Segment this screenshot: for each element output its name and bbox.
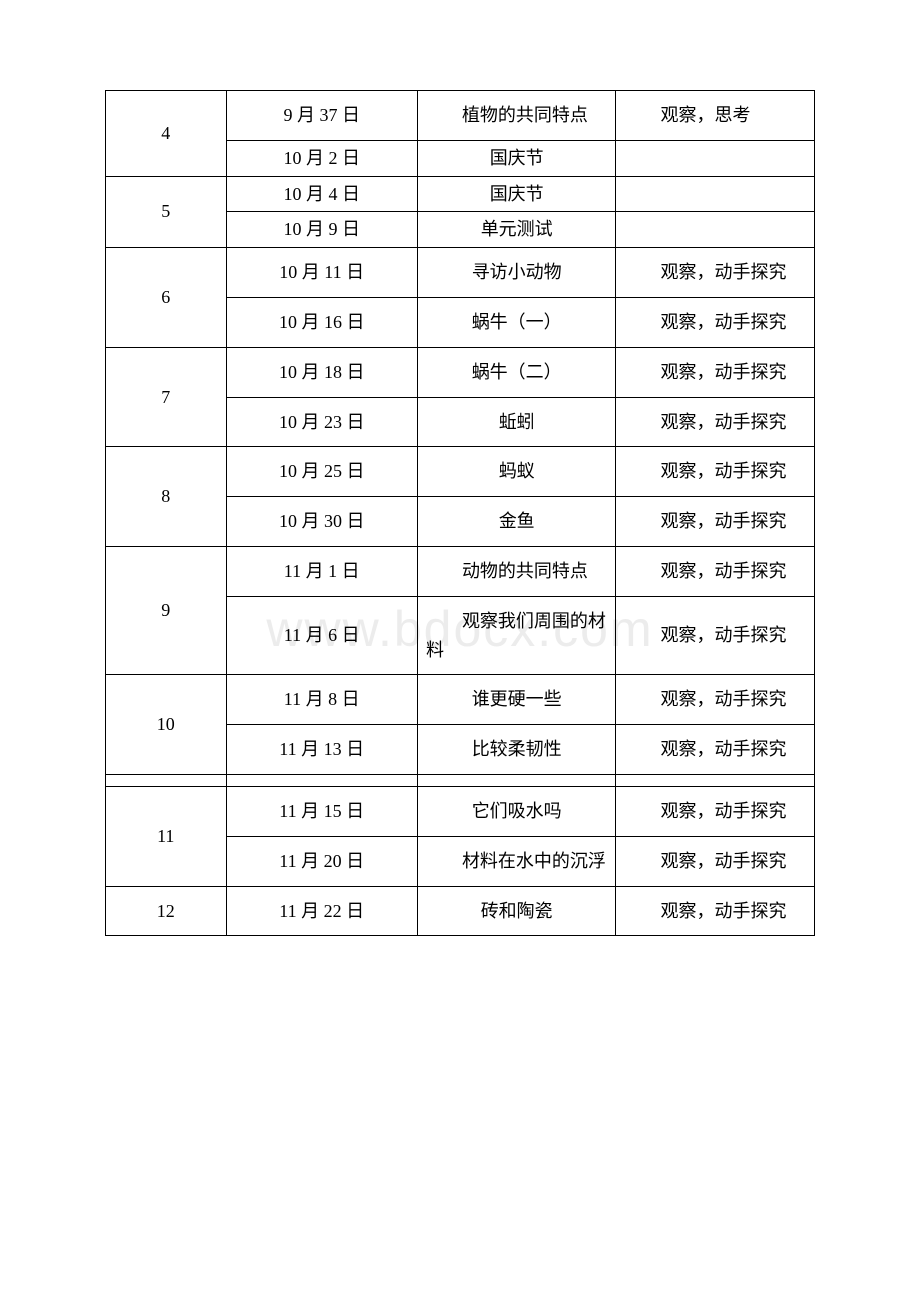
date-cell: 10 月 11 日 bbox=[226, 248, 417, 298]
method-cell: 观察，动手探究 bbox=[616, 248, 815, 298]
topic-cell: 蜗牛（二） bbox=[417, 347, 616, 397]
topic-cell: 它们吸水吗 bbox=[417, 786, 616, 836]
topic-cell: 比较柔韧性 bbox=[417, 725, 616, 775]
date-cell: 11 月 15 日 bbox=[226, 786, 417, 836]
table-row bbox=[106, 774, 815, 786]
week-cell: 4 bbox=[106, 91, 227, 177]
topic-cell: 蚯蚓 bbox=[417, 397, 616, 447]
method-cell bbox=[616, 176, 815, 212]
week-cell: 12 bbox=[106, 886, 227, 936]
method-cell: 观察，动手探究 bbox=[616, 297, 815, 347]
date-cell: 10 月 18 日 bbox=[226, 347, 417, 397]
table-row: 510 月 4 日国庆节 bbox=[106, 176, 815, 212]
topic-cell: 蜗牛（一） bbox=[417, 297, 616, 347]
date-cell: 11 月 20 日 bbox=[226, 836, 417, 886]
week-cell: 6 bbox=[106, 248, 227, 348]
week-cell: 9 bbox=[106, 546, 227, 674]
method-cell: 观察，动手探究 bbox=[616, 836, 815, 886]
table-row: 911 月 1 日动物的共同特点观察，动手探究 bbox=[106, 546, 815, 596]
date-cell: 10 月 9 日 bbox=[226, 212, 417, 248]
method-cell: 观察，动手探究 bbox=[616, 675, 815, 725]
topic-cell: 蚂蚁 bbox=[417, 447, 616, 497]
table-row: 710 月 18 日蜗牛（二）观察，动手探究 bbox=[106, 347, 815, 397]
schedule-table-body: 49 月 37 日植物的共同特点观察，思考10 月 2 日国庆节510 月 4 … bbox=[106, 91, 815, 936]
week-cell: 11 bbox=[106, 786, 227, 886]
topic-cell: 金鱼 bbox=[417, 497, 616, 547]
method-cell: 观察，动手探究 bbox=[616, 546, 815, 596]
schedule-table: 49 月 37 日植物的共同特点观察，思考10 月 2 日国庆节510 月 4 … bbox=[105, 90, 815, 936]
method-cell: 观察，动手探究 bbox=[616, 786, 815, 836]
week-cell: 5 bbox=[106, 176, 227, 248]
method-cell: 观察，思考 bbox=[616, 91, 815, 141]
spacer-cell bbox=[106, 774, 227, 786]
topic-cell: 砖和陶瓷 bbox=[417, 886, 616, 936]
table-row: 610 月 11 日寻访小动物观察，动手探究 bbox=[106, 248, 815, 298]
date-cell: 10 月 30 日 bbox=[226, 497, 417, 547]
date-cell: 10 月 23 日 bbox=[226, 397, 417, 447]
spacer-cell bbox=[226, 774, 417, 786]
spacer-cell bbox=[616, 774, 815, 786]
table-row: 1111 月 15 日它们吸水吗观察，动手探究 bbox=[106, 786, 815, 836]
table-row: 1011 月 8 日谁更硬一些观察，动手探究 bbox=[106, 675, 815, 725]
date-cell: 11 月 8 日 bbox=[226, 675, 417, 725]
table-row: 49 月 37 日植物的共同特点观察，思考 bbox=[106, 91, 815, 141]
method-cell: 观察，动手探究 bbox=[616, 886, 815, 936]
method-cell: 观察，动手探究 bbox=[616, 397, 815, 447]
date-cell: 10 月 25 日 bbox=[226, 447, 417, 497]
topic-cell: 谁更硬一些 bbox=[417, 675, 616, 725]
schedule-table-container: 49 月 37 日植物的共同特点观察，思考10 月 2 日国庆节510 月 4 … bbox=[105, 90, 815, 936]
date-cell: 10 月 4 日 bbox=[226, 176, 417, 212]
method-cell: 观察，动手探究 bbox=[616, 347, 815, 397]
spacer-cell bbox=[417, 774, 616, 786]
table-row: 810 月 25 日蚂蚁观察，动手探究 bbox=[106, 447, 815, 497]
date-cell: 11 月 1 日 bbox=[226, 546, 417, 596]
topic-cell: 单元测试 bbox=[417, 212, 616, 248]
topic-cell: 国庆节 bbox=[417, 176, 616, 212]
method-cell: 观察，动手探究 bbox=[616, 596, 815, 675]
method-cell: 观察，动手探究 bbox=[616, 725, 815, 775]
date-cell: 10 月 2 日 bbox=[226, 140, 417, 176]
table-row: 1211 月 22 日砖和陶瓷观察，动手探究 bbox=[106, 886, 815, 936]
week-cell: 7 bbox=[106, 347, 227, 447]
method-cell bbox=[616, 140, 815, 176]
date-cell: 11 月 6 日 bbox=[226, 596, 417, 675]
topic-cell: 材料在水中的沉浮 bbox=[417, 836, 616, 886]
topic-cell: 植物的共同特点 bbox=[417, 91, 616, 141]
topic-cell: 寻访小动物 bbox=[417, 248, 616, 298]
date-cell: 9 月 37 日 bbox=[226, 91, 417, 141]
date-cell: 10 月 16 日 bbox=[226, 297, 417, 347]
date-cell: 11 月 22 日 bbox=[226, 886, 417, 936]
week-cell: 8 bbox=[106, 447, 227, 547]
topic-cell: 动物的共同特点 bbox=[417, 546, 616, 596]
method-cell bbox=[616, 212, 815, 248]
method-cell: 观察，动手探究 bbox=[616, 447, 815, 497]
topic-cell: 国庆节 bbox=[417, 140, 616, 176]
date-cell: 11 月 13 日 bbox=[226, 725, 417, 775]
topic-cell: 观察我们周围的材料 bbox=[417, 596, 616, 675]
method-cell: 观察，动手探究 bbox=[616, 497, 815, 547]
week-cell: 10 bbox=[106, 675, 227, 775]
